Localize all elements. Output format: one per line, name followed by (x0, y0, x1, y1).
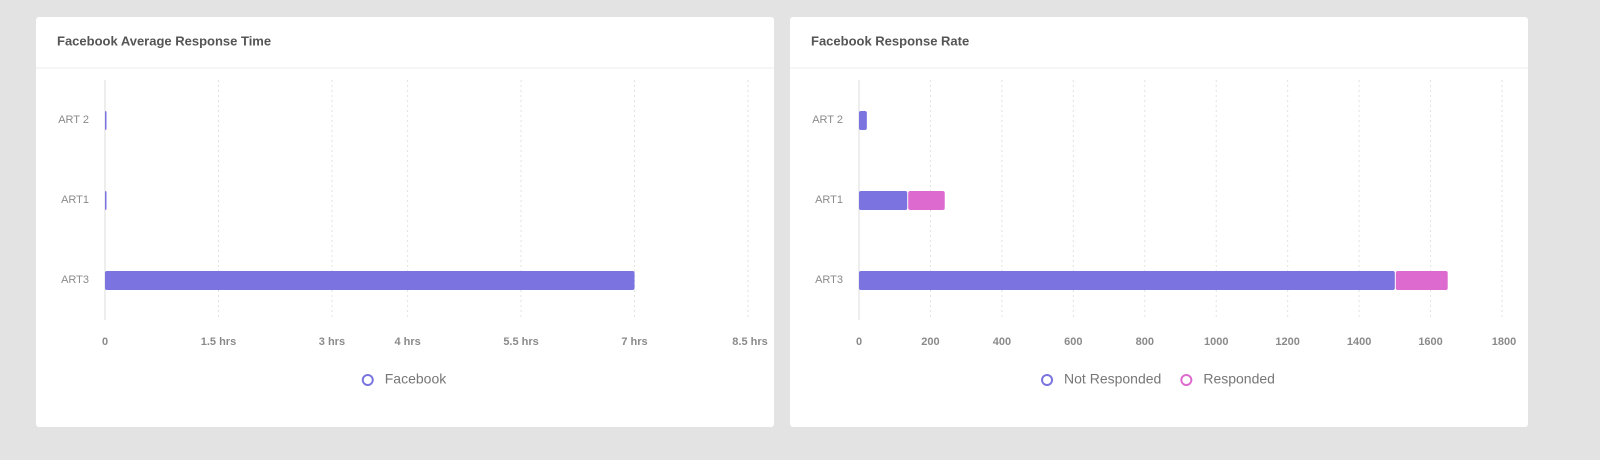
card-title: Facebook Response Rate (811, 33, 969, 48)
bar (105, 111, 107, 130)
y-tick-label: ART3 (61, 274, 89, 286)
x-tick-label: 8.5 hrs (732, 336, 767, 348)
bar (105, 191, 107, 210)
legend-label: Not Responded (1064, 371, 1161, 387)
y-tick-label: ART3 (815, 274, 843, 286)
x-tick-label: 1800 (1492, 336, 1516, 348)
legend-marker (1041, 374, 1054, 386)
y-tick-label: ART1 (815, 194, 843, 206)
x-tick-label: 400 (993, 336, 1011, 348)
x-tick-label: 0 (856, 336, 862, 348)
bar (1395, 271, 1448, 290)
legend-label: Facebook (385, 371, 447, 387)
card (790, 17, 1528, 427)
x-tick-label: 200 (921, 336, 939, 348)
bar (859, 191, 908, 210)
x-tick-label: 1600 (1418, 336, 1442, 348)
x-tick-label: 5.5 hrs (503, 336, 538, 348)
bar (908, 191, 945, 210)
legend-marker (1180, 374, 1193, 386)
legend-label: Responded (1203, 371, 1275, 387)
legend-marker (361, 374, 374, 386)
y-tick-label: ART1 (61, 194, 89, 206)
bar (859, 271, 1395, 290)
x-tick-label: 7 hrs (621, 336, 647, 348)
y-tick-label: ART 2 (58, 114, 89, 126)
x-tick-label: 800 (1136, 336, 1154, 348)
y-tick-label: ART 2 (812, 114, 843, 126)
card-title: Facebook Average Response Time (57, 33, 271, 48)
x-tick-label: 3 hrs (319, 336, 345, 348)
x-tick-label: 600 (1064, 336, 1082, 348)
x-tick-label: 1400 (1347, 336, 1371, 348)
x-tick-label: 0 (102, 336, 108, 348)
bar (859, 111, 867, 130)
card (36, 17, 774, 427)
bar (105, 271, 635, 290)
x-tick-label: 1200 (1275, 336, 1299, 348)
x-tick-label: 1.5 hrs (201, 336, 236, 348)
x-tick-label: 1000 (1204, 336, 1228, 348)
x-tick-label: 4 hrs (394, 336, 420, 348)
